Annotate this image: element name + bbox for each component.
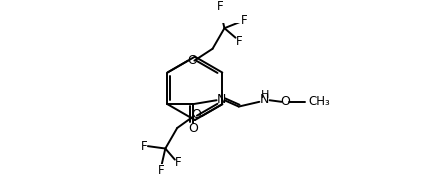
Text: O: O	[187, 54, 196, 67]
Text: F: F	[217, 0, 223, 13]
Text: O: O	[191, 108, 201, 121]
Text: F: F	[240, 14, 247, 27]
Text: N: N	[259, 93, 269, 106]
Text: F: F	[140, 140, 147, 153]
Text: CH₃: CH₃	[308, 95, 329, 108]
Text: N: N	[216, 93, 225, 106]
Text: F: F	[235, 35, 242, 48]
Text: F: F	[174, 156, 181, 169]
Text: O: O	[280, 95, 290, 108]
Text: H: H	[260, 90, 268, 100]
Text: F: F	[158, 164, 164, 177]
Text: O: O	[187, 122, 197, 135]
